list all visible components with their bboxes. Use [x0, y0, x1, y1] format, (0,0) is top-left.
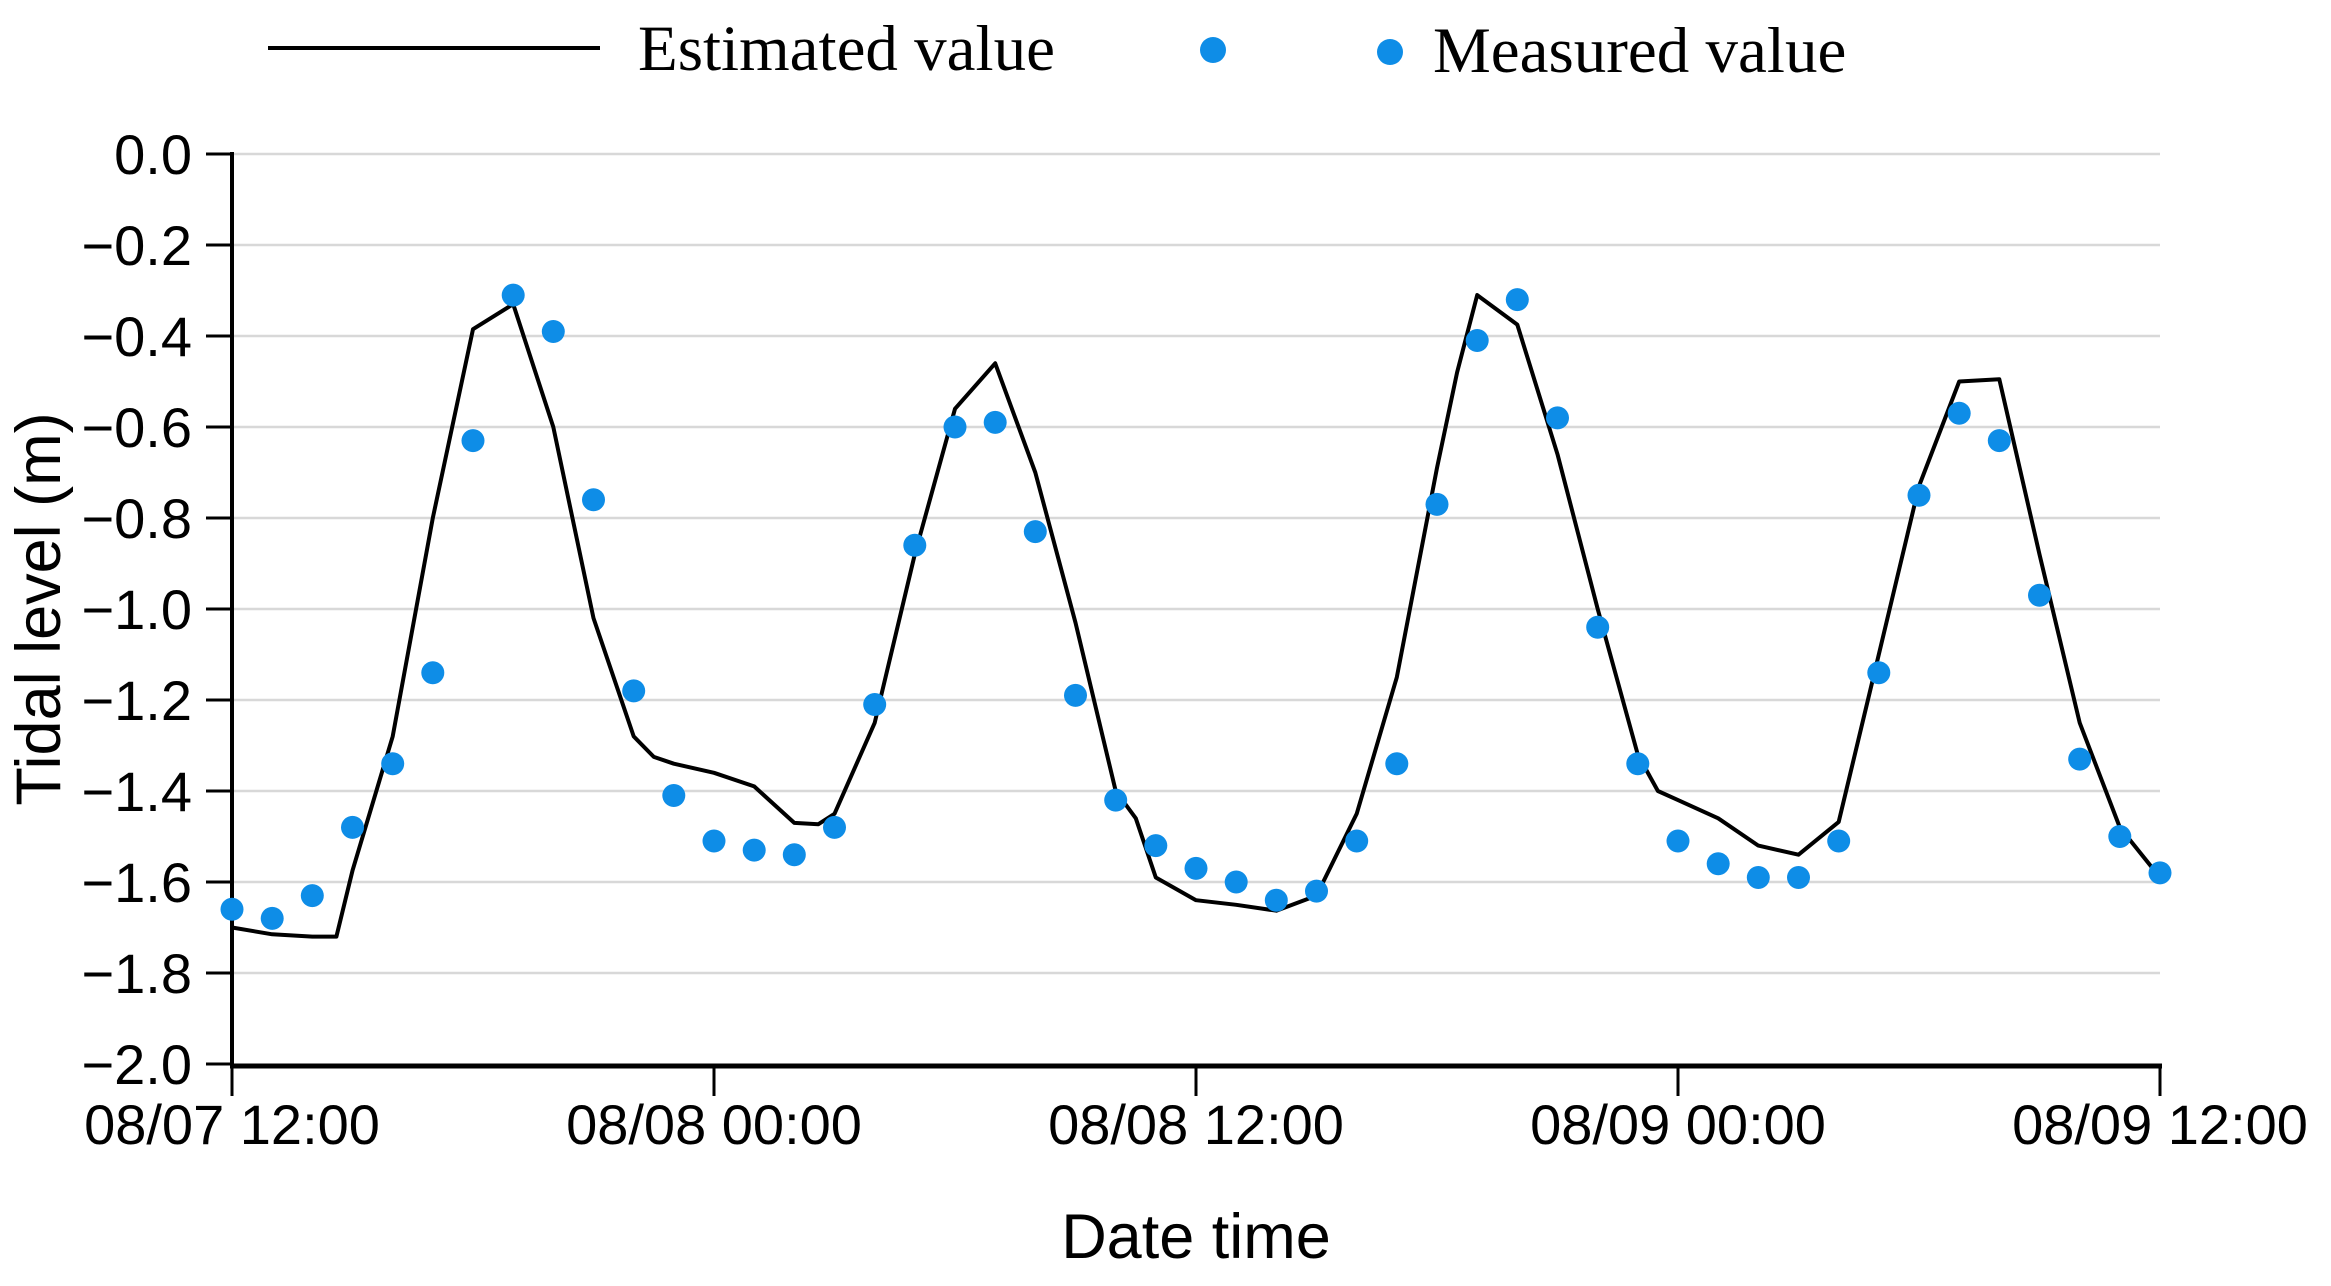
measured-value-point — [1224, 870, 1248, 894]
measured-value-point — [742, 838, 766, 862]
measured-value-point — [1987, 429, 2011, 453]
y-tick-label: −1.0 — [81, 578, 192, 641]
x-tick-label: 08/08 00:00 — [566, 1093, 862, 1156]
measured-value-point — [2108, 825, 2132, 848]
measured-value-point — [1505, 288, 1529, 312]
measured-value-point — [1345, 829, 1369, 853]
measured-value-point — [1586, 615, 1610, 639]
measured-value-point — [1706, 852, 1730, 876]
x-tick-label: 08/09 00:00 — [1530, 1093, 1826, 1156]
measured-value-point — [260, 906, 284, 930]
measured-value-point — [1666, 829, 1690, 853]
measured-value-point — [461, 429, 485, 453]
y-tick-label: −0.2 — [81, 214, 192, 277]
measured-value-point — [300, 884, 324, 908]
measured-value-point — [541, 320, 565, 343]
measured-value-point — [1867, 661, 1891, 685]
measured-value-point — [1264, 888, 1288, 912]
measured-value-point — [702, 829, 726, 853]
measured-value-point — [943, 415, 967, 439]
measured-value-point — [863, 693, 887, 716]
measured-value-point — [1023, 520, 1047, 544]
measured-value-point — [1546, 406, 1569, 430]
legend-measured-dot-2 — [1377, 39, 1403, 65]
y-tick-label: −1.2 — [81, 669, 192, 732]
measured-value-point — [1746, 866, 1770, 889]
measured-value-point — [2068, 747, 2092, 771]
y-tick-label: −1.8 — [81, 942, 192, 1005]
x-axis-title: Date time — [1061, 1202, 1331, 1272]
plot-area: 0.0 −0.2 −0.4 −0.6 −0.8 −1.0 −1.2 −1.4 −1.6 −1.8 −… — [81, 123, 2307, 1156]
y-tick-label: −2.0 — [81, 1033, 192, 1096]
y-axis-title: Tidal level (m) — [4, 412, 74, 805]
legend-label-measured: Measured value — [1433, 15, 1846, 87]
measured-value-point — [823, 815, 846, 839]
measured-value-point — [1064, 683, 1087, 707]
y-tick-label: −0.4 — [81, 305, 192, 368]
x-tick-label: 08/08 12:00 — [1048, 1093, 1344, 1156]
measured-value-point — [1626, 752, 1650, 776]
measured-value-point — [1827, 829, 1851, 853]
y-tick-label: −0.6 — [81, 396, 192, 459]
measured-value-point — [582, 488, 605, 512]
measured-value-point — [1144, 834, 1168, 858]
measured-value-point — [662, 784, 686, 807]
y-tick-label: −1.4 — [81, 760, 192, 823]
y-tick-label: −1.6 — [81, 851, 192, 914]
measured-value-point — [2028, 583, 2051, 607]
measured-value-point — [782, 843, 806, 867]
measured-value-point — [983, 410, 1007, 434]
measured-value-point — [1305, 879, 1328, 903]
legend-measured-dot-1 — [1200, 37, 1226, 63]
measured-value-point — [1184, 856, 1208, 880]
measured-value-point — [220, 897, 244, 921]
x-tick-label: 08/07 12:00 — [84, 1093, 380, 1156]
measured-value-point — [421, 661, 445, 685]
measured-value-point — [1907, 483, 1931, 507]
legend-label-estimated: Estimated value — [638, 13, 1055, 85]
measured-value-point — [2148, 861, 2172, 885]
y-tick-label: −0.8 — [81, 487, 192, 550]
x-tick-label: 08/09 12:00 — [2012, 1093, 2308, 1156]
measured-value-point — [1425, 492, 1449, 516]
measured-value-point — [341, 815, 364, 839]
legend: Estimated value Measured value — [268, 13, 1846, 87]
measured-value-point — [903, 533, 927, 557]
measured-value-point — [1465, 329, 1489, 352]
measured-value-point — [1104, 788, 1128, 812]
measured-value-point — [1947, 401, 1971, 425]
y-tick-label: 0.0 — [114, 123, 192, 186]
measured-value-point — [501, 283, 525, 307]
measured-value-point — [1787, 866, 1810, 889]
measured-value-point — [622, 679, 646, 703]
estimated-value-line — [230, 293, 2162, 939]
measured-value-point — [381, 752, 405, 776]
measured-value-point — [1385, 752, 1409, 776]
